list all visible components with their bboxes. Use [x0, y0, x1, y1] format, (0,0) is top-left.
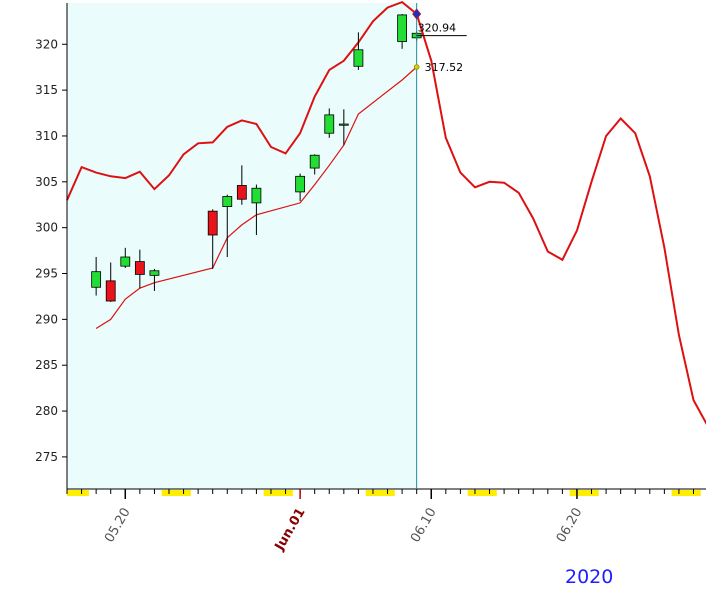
x-tick-label: 06.10	[408, 506, 440, 546]
peak-diamond-marker	[412, 8, 422, 20]
candle	[353, 32, 364, 70]
candle	[222, 194, 233, 258]
candle	[236, 165, 247, 205]
candle-body	[134, 261, 145, 275]
candle-body	[309, 154, 320, 169]
weekend-band	[569, 490, 599, 496]
annotations: 320.94 317.52	[412, 3, 467, 489]
x-tick-label: 06.20	[554, 506, 586, 546]
candle	[397, 14, 408, 49]
weekend-band	[671, 490, 701, 496]
y-tick-label: 300	[35, 221, 58, 235]
candle	[105, 262, 116, 302]
candle-body	[338, 123, 349, 126]
candle	[338, 109, 349, 146]
y-tick-label: 280	[35, 404, 58, 418]
candle	[91, 257, 102, 296]
weekend-band	[365, 490, 395, 496]
y-tick-label: 285	[35, 358, 58, 372]
candle-body	[207, 210, 218, 236]
close-value-label: 320.94	[418, 22, 457, 35]
y-tick-label: 275	[35, 450, 58, 464]
candle	[207, 209, 218, 269]
y-tick-label: 320	[35, 37, 58, 51]
candle	[309, 154, 320, 175]
candle	[120, 247, 131, 269]
upper-band-line	[66, 0, 706, 425]
candle-body	[91, 271, 102, 288]
y-axis-ticks: 275 280 285 290 295 300 305 310 315 320	[35, 37, 67, 464]
weekend-band	[161, 490, 191, 496]
candle	[251, 184, 262, 235]
candle-body	[397, 14, 408, 42]
weekend-band	[67, 490, 89, 496]
candle	[149, 268, 160, 291]
y-tick-label: 295	[35, 267, 58, 281]
axes	[66, 3, 706, 490]
candle-body	[251, 187, 262, 204]
moving-average-line	[95, 66, 418, 330]
history-background	[67, 3, 417, 489]
weekend-band	[467, 490, 497, 496]
y-tick-label: 315	[35, 83, 58, 97]
candle-body	[120, 256, 131, 267]
y-tick-label: 305	[35, 175, 58, 189]
candles	[91, 14, 422, 302]
candle-body	[324, 114, 335, 134]
candle-body	[236, 185, 247, 200]
candle	[295, 173, 306, 202]
y-tick-label: 310	[35, 129, 58, 143]
year-label: 2020	[565, 566, 614, 588]
ma-value-label: 317.52	[425, 61, 464, 74]
weekend-band	[263, 490, 293, 496]
candle-body	[295, 175, 306, 193]
x-tick-label: 05.20	[102, 506, 134, 546]
y-tick-label: 290	[35, 312, 58, 326]
candle-body	[353, 49, 364, 67]
candle-body	[105, 280, 116, 302]
ma-value-marker	[413, 64, 420, 70]
candle-body	[149, 270, 160, 276]
candle	[134, 249, 145, 289]
x-tick-label: Jun.01	[272, 506, 309, 555]
candle-body	[222, 196, 233, 207]
candle	[324, 108, 335, 138]
